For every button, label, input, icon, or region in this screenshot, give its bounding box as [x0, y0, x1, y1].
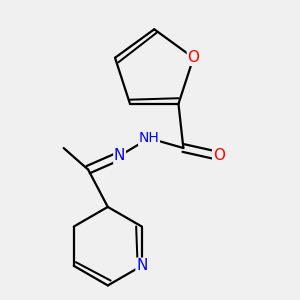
Text: NH: NH — [139, 131, 159, 145]
Text: O: O — [213, 148, 225, 164]
Text: N: N — [114, 148, 125, 164]
Text: O: O — [188, 50, 200, 65]
Text: N: N — [136, 258, 148, 273]
